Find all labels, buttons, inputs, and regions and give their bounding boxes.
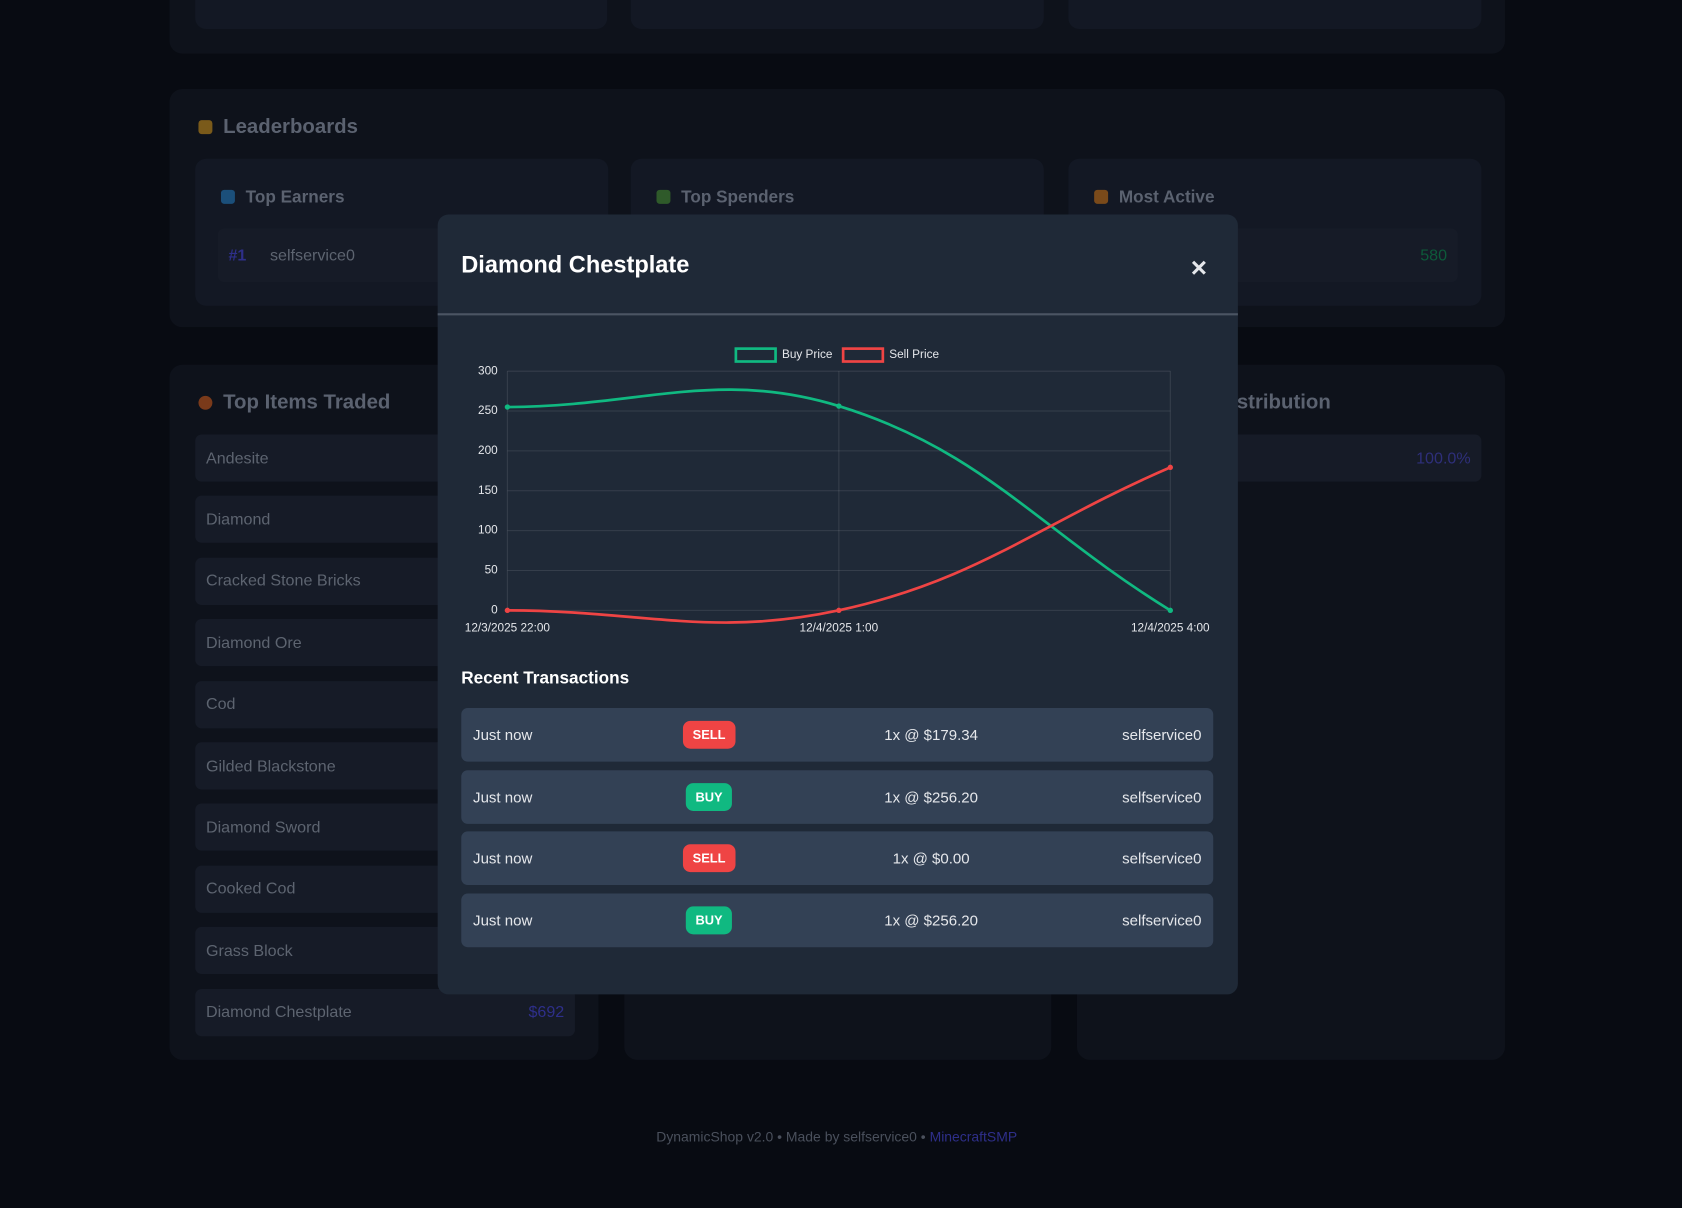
card-title-text: Top Spenders — [681, 188, 795, 208]
time: Just now — [473, 849, 533, 868]
x-tick-label: 12/4/2025 4:00 — [1131, 622, 1210, 635]
detail: 1x @ $256.20 — [884, 788, 978, 806]
type-badge: SELL — [682, 720, 736, 749]
y-tick-label: 250 — [478, 404, 498, 417]
y-tick-label: 200 — [478, 444, 498, 457]
point — [504, 404, 511, 410]
legend-label: Buy Price — [782, 348, 833, 361]
player: selfservice0 — [1122, 726, 1202, 744]
time: Just now — [473, 726, 533, 744]
y-tick-label: 150 — [478, 484, 498, 497]
item-row: Diamond Chestplate $692 — [195, 988, 575, 1036]
transaction-row: Just now SELL 1x @ $179.34 selfservice0 — [461, 707, 1214, 762]
transaction-row: Just now BUY 1x @ $256.20 selfservice0 — [461, 893, 1214, 948]
card — [195, 0, 608, 29]
distribution-title: stribution — [1236, 391, 1331, 415]
player: selfservice0 — [1122, 849, 1202, 868]
player: selfservice0 — [1122, 911, 1202, 930]
item-value: $692 — [528, 1003, 565, 1022]
card-title-text: Top Earners — [245, 188, 345, 208]
legend-label: Sell Price — [889, 348, 939, 361]
card-title: Top Spenders — [656, 189, 794, 208]
card-title-text: Most Active — [1118, 188, 1215, 208]
transactions-title: Recent Transactions — [461, 669, 630, 688]
divider — [437, 313, 1238, 316]
type-badge: BUY — [685, 906, 733, 935]
icon — [220, 189, 235, 204]
section-title: Leaderboards — [198, 115, 358, 140]
item-name: Gilded Blackstone — [205, 756, 336, 776]
legend-swatch — [841, 347, 885, 363]
item-name: Cooked Cod — [205, 879, 296, 899]
player: selfservice0 — [1122, 788, 1202, 806]
icon — [656, 189, 671, 204]
modal-title: Diamond Chestplate — [461, 251, 690, 278]
icon — [1094, 189, 1109, 204]
legend-swatch — [734, 347, 777, 363]
item-name: Diamond — [205, 510, 271, 529]
price-chart: 0 50 100 150 200 250 300 12/3/2025 22:00 12/4/20… — [465, 347, 1210, 635]
modal: Diamond Chestplate × 0 50 100 150 200 250 300 1… — [437, 214, 1238, 995]
card — [630, 0, 1044, 29]
card-title: Top Earners — [220, 188, 345, 208]
item-name: Diamond Chestplate — [205, 1003, 352, 1022]
point — [504, 607, 511, 614]
x-tick-label: 12/4/2025 1:00 — [800, 622, 879, 635]
leaderboards-title: Leaderboards — [223, 115, 358, 139]
point — [836, 403, 842, 409]
top-items-title: Top Items Traded — [223, 391, 391, 415]
footer-link[interactable]: MinecraftSMP — [929, 1128, 1018, 1145]
y-tick-label: 300 — [478, 364, 498, 377]
item-name: Diamond Ore — [205, 633, 302, 652]
footer: DynamicShop v2.0 • Made by selfservice0 … — [0, 1128, 1673, 1144]
type-badge: SELL — [682, 844, 736, 873]
value: 580 — [1420, 246, 1448, 265]
player: selfservice0 — [269, 246, 355, 265]
detail: 1x @ $0.00 — [892, 849, 970, 868]
detail: 1x @ $256.20 — [884, 911, 978, 930]
rank: #1 — [228, 246, 247, 265]
item-name: Cracked Stone Bricks — [205, 572, 361, 591]
item-name: Cod — [205, 695, 236, 714]
y-tick-label: 100 — [478, 524, 498, 537]
card-title: Most Active — [1094, 188, 1215, 208]
close-button[interactable]: × — [1190, 251, 1207, 284]
time: Just now — [473, 911, 533, 930]
item-name: Andesite — [205, 448, 269, 468]
card — [1068, 0, 1482, 29]
item-name: Diamond Sword — [205, 818, 321, 837]
distribution-value: 100.0% — [1203, 434, 1482, 482]
transaction-row: Just now BUY 1x @ $256.20 selfservice0 — [461, 769, 1214, 824]
footer-text: DynamicShop v2.0 • Made by selfservice0 … — [656, 1128, 926, 1145]
type-badge: BUY — [685, 782, 733, 811]
point — [836, 607, 842, 614]
time: Just now — [473, 788, 533, 806]
x-tick-label: 12/3/2025 22:00 — [465, 622, 551, 635]
y-tick-label: 0 — [491, 603, 498, 616]
detail: 1x @ $179.34 — [884, 726, 978, 744]
point — [1167, 464, 1173, 471]
point — [1167, 607, 1173, 614]
y-tick-label: 50 — [485, 564, 499, 577]
transaction-row: Just now SELL 1x @ $0.00 selfservice0 — [461, 831, 1214, 886]
item-name: Grass Block — [205, 941, 293, 960]
section-title: Top Items Traded — [198, 392, 390, 416]
